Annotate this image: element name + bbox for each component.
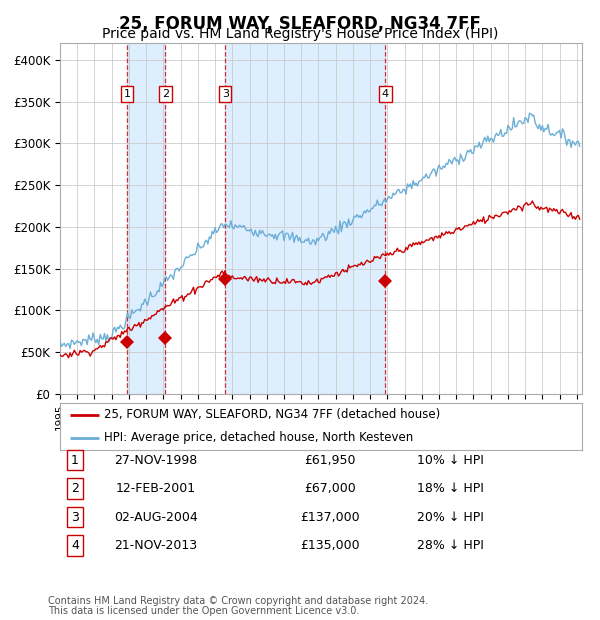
Text: 21-NOV-2013: 21-NOV-2013 bbox=[115, 539, 197, 552]
Text: £67,000: £67,000 bbox=[304, 482, 356, 495]
Text: 02-AUG-2004: 02-AUG-2004 bbox=[114, 511, 198, 523]
Text: 27-NOV-1998: 27-NOV-1998 bbox=[115, 454, 197, 466]
Text: £137,000: £137,000 bbox=[300, 511, 360, 523]
Text: 3: 3 bbox=[222, 89, 229, 99]
Text: 12-FEB-2001: 12-FEB-2001 bbox=[116, 482, 196, 495]
Bar bbox=[225, 43, 385, 394]
Text: Price paid vs. HM Land Registry's House Price Index (HPI): Price paid vs. HM Land Registry's House … bbox=[102, 27, 498, 41]
Text: 2: 2 bbox=[162, 89, 169, 99]
Text: 4: 4 bbox=[382, 89, 389, 99]
Text: 18% ↓ HPI: 18% ↓ HPI bbox=[416, 482, 484, 495]
Text: 1: 1 bbox=[124, 89, 131, 99]
Text: 2: 2 bbox=[71, 482, 79, 495]
Text: 3: 3 bbox=[71, 511, 79, 523]
Text: Contains HM Land Registry data © Crown copyright and database right 2024.: Contains HM Land Registry data © Crown c… bbox=[48, 596, 428, 606]
Text: 25, FORUM WAY, SLEAFORD, NG34 7FF: 25, FORUM WAY, SLEAFORD, NG34 7FF bbox=[119, 16, 481, 33]
Text: HPI: Average price, detached house, North Kesteven: HPI: Average price, detached house, Nort… bbox=[104, 432, 413, 445]
Bar bbox=[127, 43, 166, 394]
Text: 1: 1 bbox=[71, 454, 79, 466]
Text: £135,000: £135,000 bbox=[300, 539, 360, 552]
Text: 10% ↓ HPI: 10% ↓ HPI bbox=[416, 454, 484, 466]
Text: 28% ↓ HPI: 28% ↓ HPI bbox=[416, 539, 484, 552]
Text: 25, FORUM WAY, SLEAFORD, NG34 7FF (detached house): 25, FORUM WAY, SLEAFORD, NG34 7FF (detac… bbox=[104, 408, 440, 421]
Text: 4: 4 bbox=[71, 539, 79, 552]
Text: 20% ↓ HPI: 20% ↓ HPI bbox=[416, 511, 484, 523]
Text: This data is licensed under the Open Government Licence v3.0.: This data is licensed under the Open Gov… bbox=[48, 606, 359, 616]
Text: £61,950: £61,950 bbox=[304, 454, 356, 466]
